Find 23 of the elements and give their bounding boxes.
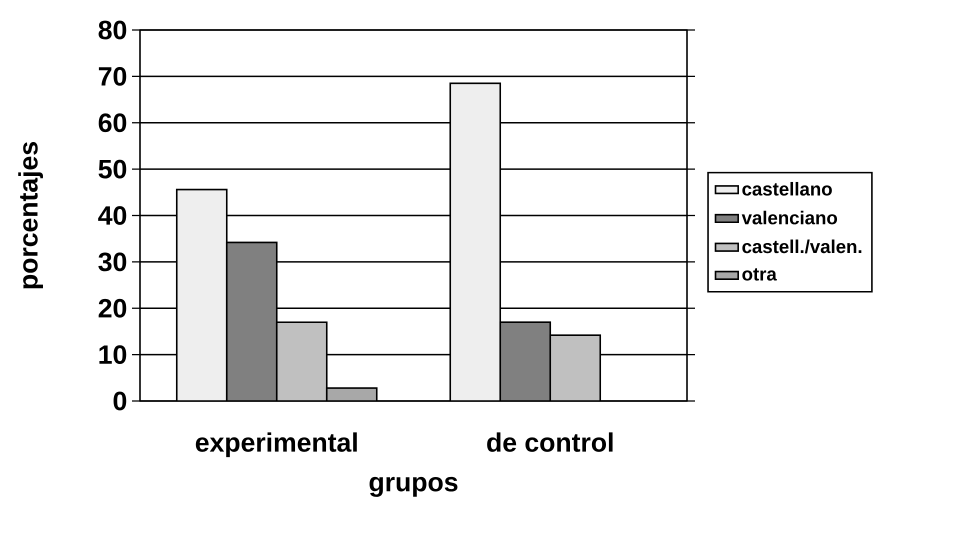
bar (226, 242, 278, 401)
bar (499, 321, 552, 401)
bar (549, 334, 602, 401)
bar (449, 82, 502, 401)
bar (176, 188, 228, 401)
x-axis-title: grupos (370, 476, 458, 497)
y-tick-label: 70 (98, 66, 126, 86)
y-tick-label: 30 (98, 252, 126, 272)
x-tick-label: experimental (196, 432, 357, 458)
y-tick-label: 20 (98, 298, 126, 318)
y-axis-title: porcentajes (18, 142, 43, 288)
bar (276, 321, 328, 401)
y-tick-label: 40 (98, 206, 126, 225)
y-tick-label: 80 (98, 20, 126, 40)
legend-label: otra (742, 268, 777, 281)
x-tick-label: de control (487, 432, 613, 452)
legend-label: valenciano (742, 210, 838, 224)
legend-label: castellano (742, 182, 832, 196)
y-tick-label: 50 (98, 160, 126, 179)
legend-label: castell./valen. (742, 240, 862, 254)
y-tick-label: 10 (99, 345, 126, 364)
y-tick-label: 60 (98, 113, 126, 132)
y-tick-label: 0 (114, 392, 126, 410)
